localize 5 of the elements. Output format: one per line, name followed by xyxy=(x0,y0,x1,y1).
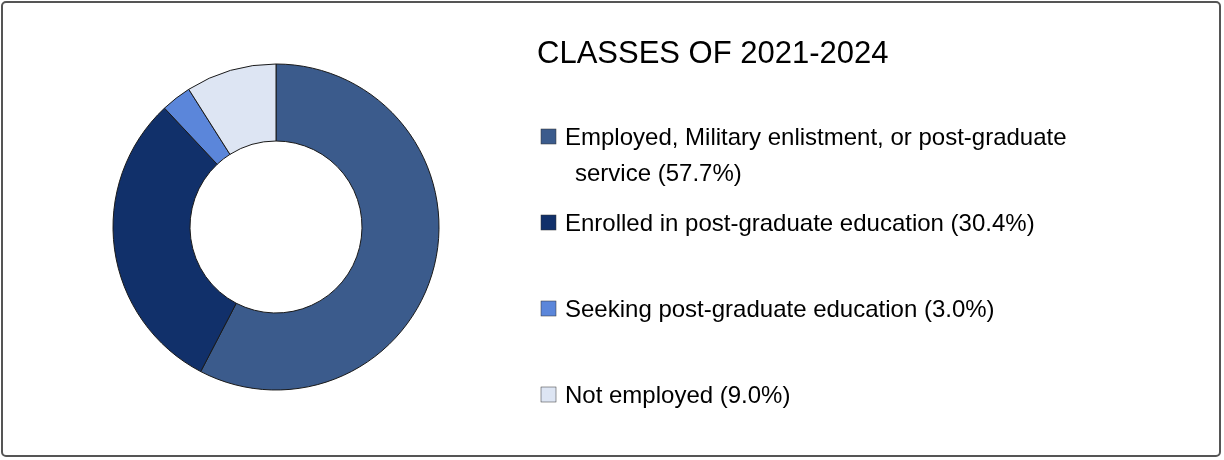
legend-label: Enrolled in post-graduate education (30.4%) xyxy=(565,209,1035,236)
chart-title: CLASSES OF 2021-2024 xyxy=(537,35,889,70)
legend-label: Seeking post-graduate education (3.0%) xyxy=(565,295,995,322)
legend-label: Employed, Military enlistment, or post-graduate service (57.7%) xyxy=(565,123,1067,186)
legend-label: Not employed (9.0%) xyxy=(565,381,791,408)
